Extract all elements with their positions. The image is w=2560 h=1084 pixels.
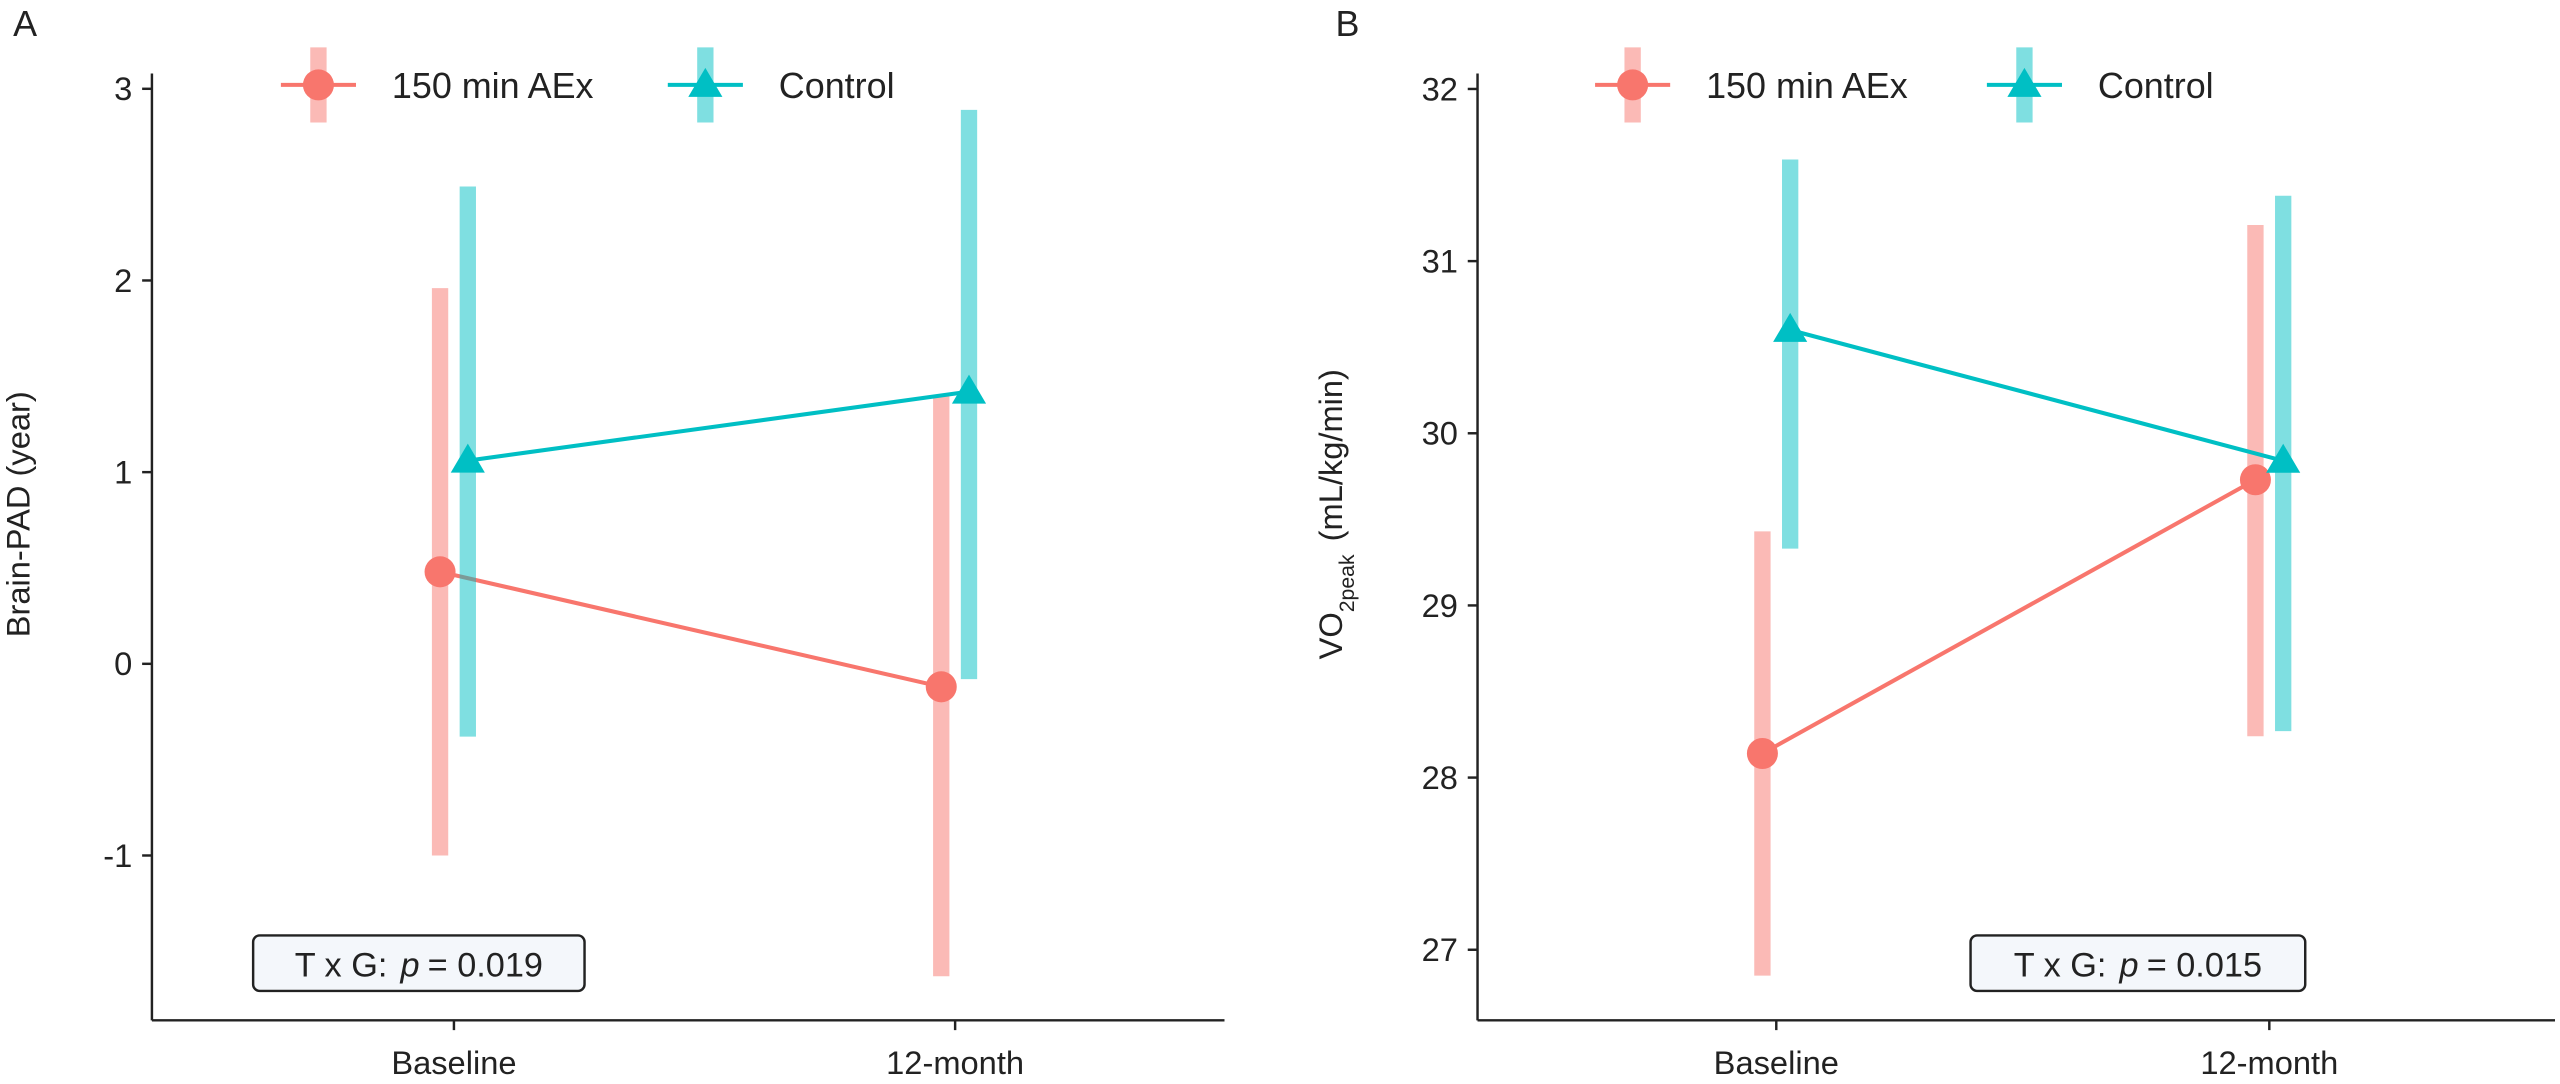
marker-triangle — [688, 67, 723, 97]
y-tick-label: 3 — [114, 70, 132, 107]
y-tick-label: 1 — [114, 454, 132, 491]
y-tick-label: 31 — [1422, 243, 1458, 280]
y-tick-label: 29 — [1422, 587, 1458, 624]
y-label-part: (mL/kg/min) — [1312, 369, 1349, 541]
marker-circle — [1617, 69, 1649, 101]
y-tick-label: 27 — [1422, 931, 1458, 968]
annotation-part: T x G: — [2014, 946, 2107, 984]
legend-label: 150 min AEx — [1706, 65, 1908, 106]
series-line — [439, 569, 942, 689]
series-line — [1761, 477, 2257, 756]
x-tick-label: Baseline — [391, 1044, 516, 1081]
x-tick-label: 12-month — [2200, 1044, 2338, 1081]
panel: B 27 28 29 30 31 32 Baseline 12-month VO2peak (mL/… — [1312, 3, 2556, 1081]
y-tick-label: 30 — [1422, 415, 1458, 452]
marker-circle — [424, 556, 456, 588]
marker-circle — [2239, 464, 2271, 496]
annotation-part: p — [399, 946, 419, 984]
marker-triangle — [450, 443, 485, 473]
legend-label: Control — [779, 65, 895, 106]
series-line — [467, 389, 970, 463]
panel: A -1 0 1 2 3 Baseline 12-month Brain-PAD (year) 1… — [0, 3, 1225, 1081]
y-label-part: 2peak — [1336, 554, 1359, 612]
y-tick-label: 2 — [114, 262, 132, 299]
legend-label: 150 min AEx — [392, 65, 594, 106]
annotation: T x G: p = 0.015 — [2014, 946, 2262, 984]
y-tick-label: 0 — [114, 645, 132, 682]
y-label-part: VO — [1312, 612, 1349, 659]
y-axis-label: VO2peak (mL/kg/min) — [1312, 369, 1359, 659]
y-tick-label: 32 — [1422, 70, 1458, 107]
annotation: T x G: p = 0.019 — [295, 946, 543, 984]
panel-label: A — [13, 3, 37, 44]
y-label-part: Brain-PAD (year) — [0, 391, 36, 637]
annotation-part: = 0.019 — [428, 946, 543, 984]
y-tick-label: -1 — [103, 837, 132, 874]
marker-circle — [925, 671, 957, 703]
x-tick-label: Baseline — [1714, 1044, 1839, 1081]
marker-triangle — [951, 374, 987, 404]
annotation-box — [1969, 934, 2307, 993]
legend-label: Control — [2098, 65, 2214, 106]
annotation-box — [251, 934, 586, 993]
annotation-part: = 0.015 — [2147, 946, 2262, 984]
series-line — [1789, 328, 2284, 463]
annotation-part: T x G: — [295, 946, 388, 984]
y-tick-label: 28 — [1422, 759, 1458, 796]
marker-circle — [1746, 737, 1778, 769]
x-tick-label: 12-month — [886, 1044, 1024, 1081]
annotation-part: p — [2119, 946, 2139, 984]
marker-triangle — [2266, 443, 2301, 473]
marker-circle — [302, 69, 334, 101]
marker-triangle — [1773, 312, 1808, 342]
marker-triangle — [2007, 67, 2042, 97]
panel-label: B — [1336, 3, 1360, 44]
y-axis-label: Brain-PAD (year) — [0, 391, 36, 637]
